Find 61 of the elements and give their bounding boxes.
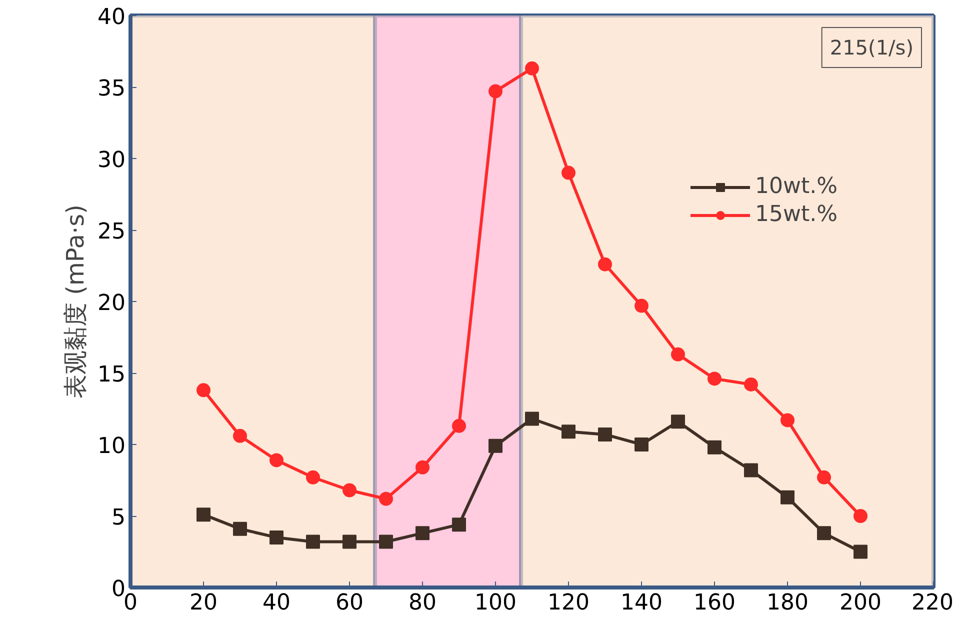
point xyxy=(817,470,831,484)
point xyxy=(379,492,393,506)
point xyxy=(671,414,685,429)
x-tick-label: 40 xyxy=(262,590,291,616)
y-tick-label: 5 xyxy=(112,506,126,530)
point xyxy=(416,526,430,540)
y-tick-label: 10 xyxy=(98,434,126,459)
x-tick-label: 120 xyxy=(548,590,590,616)
y-tick-label: 35 xyxy=(98,76,126,102)
point xyxy=(270,453,284,468)
point xyxy=(416,460,430,474)
x-tick-label: 80 xyxy=(408,590,437,616)
x-tick-label: 20 xyxy=(190,590,218,616)
point xyxy=(562,424,576,439)
point xyxy=(488,438,502,453)
point xyxy=(525,412,539,426)
point xyxy=(306,534,320,549)
point xyxy=(452,418,466,433)
point xyxy=(780,490,794,504)
x-tick-label: 180 xyxy=(766,590,809,616)
point xyxy=(306,470,320,484)
point xyxy=(342,534,356,549)
point xyxy=(780,413,794,428)
point xyxy=(196,508,210,522)
point xyxy=(270,530,284,544)
y-tick-label: 40 xyxy=(98,5,126,30)
point xyxy=(854,544,868,559)
y-tick-label: 25 xyxy=(98,220,126,244)
point xyxy=(744,377,758,392)
point xyxy=(196,383,210,398)
y-axis-title: 表观黏度 (mPa·s) xyxy=(62,204,90,398)
point xyxy=(634,438,648,452)
point xyxy=(708,372,722,386)
y-tick-label: 30 xyxy=(98,148,126,173)
x-tick-label: 160 xyxy=(694,590,736,616)
y-tick-label: 20 xyxy=(98,291,126,316)
x-tick-label: 200 xyxy=(840,590,882,616)
point xyxy=(744,463,758,478)
point xyxy=(525,61,539,76)
point xyxy=(379,534,393,549)
point xyxy=(562,166,576,180)
x-tick-label: 220 xyxy=(912,590,953,616)
x-tick-label: 140 xyxy=(620,590,663,616)
x-tick-label: 60 xyxy=(336,590,364,616)
point xyxy=(233,428,247,443)
point xyxy=(598,257,612,272)
point xyxy=(598,427,612,442)
y-tick-label: 15 xyxy=(98,362,126,388)
point xyxy=(817,526,831,540)
annotation: 215(1/s) xyxy=(830,36,914,60)
legend-label: 10wt.% xyxy=(755,174,838,199)
x-tick-label: 100 xyxy=(474,590,517,616)
point xyxy=(233,522,247,536)
point xyxy=(488,84,502,98)
point xyxy=(342,483,356,498)
legend-label: 15wt.% xyxy=(755,202,838,227)
point xyxy=(671,347,685,362)
point xyxy=(854,509,868,523)
point xyxy=(452,518,466,532)
point xyxy=(634,298,648,313)
point xyxy=(708,440,722,454)
